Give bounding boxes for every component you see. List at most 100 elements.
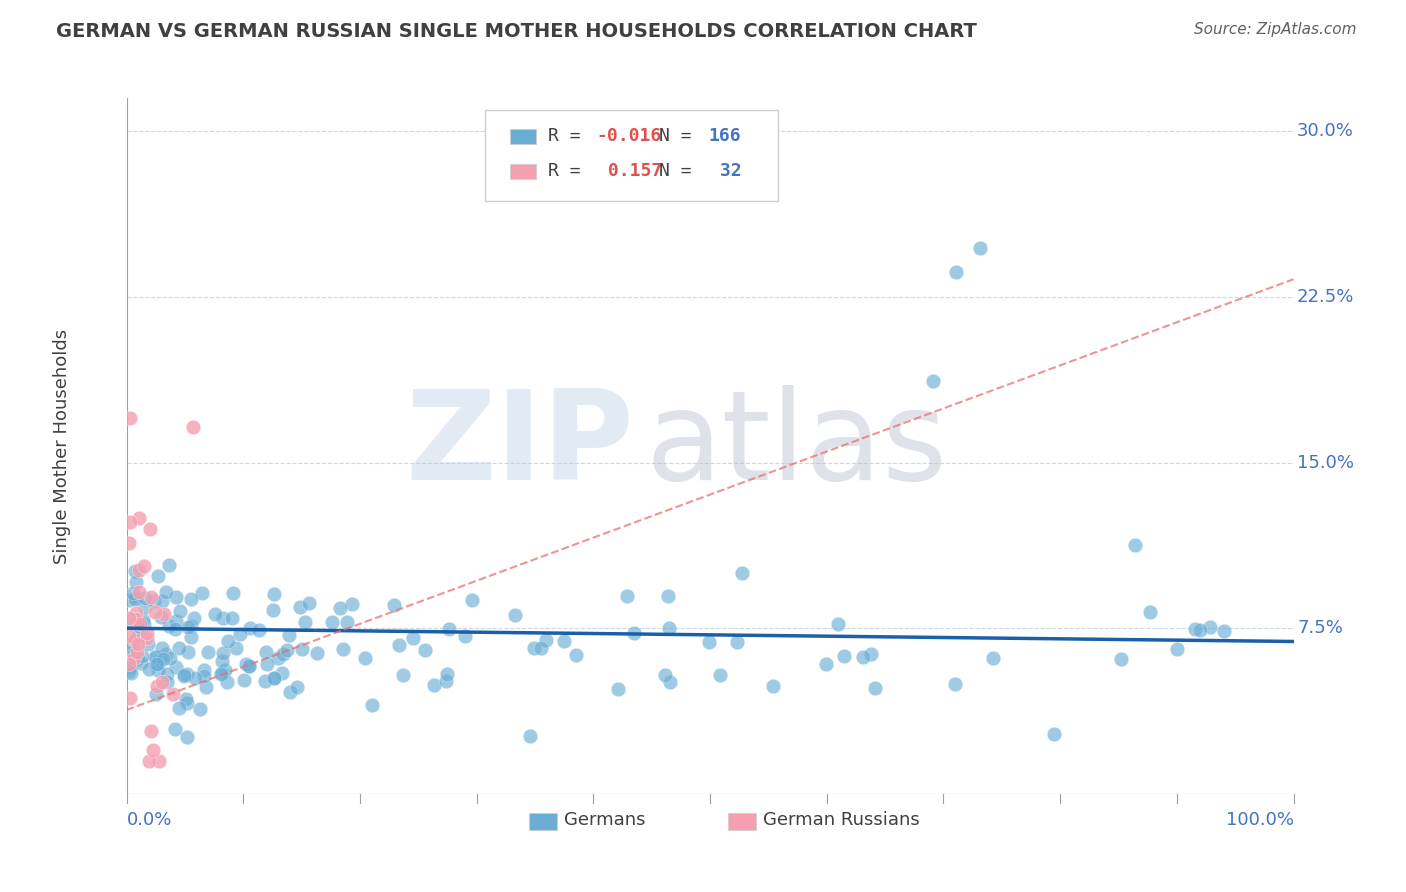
Point: [142, 593, 165, 607]
Point: [128, 563, 150, 577]
Point: [434, 673, 457, 688]
Point: [146, 680, 169, 694]
Point: [606, 682, 628, 697]
Point: [180, 618, 202, 632]
Point: [169, 605, 191, 619]
Point: [128, 510, 150, 524]
Point: [762, 680, 785, 694]
Point: [128, 617, 150, 632]
Point: [183, 419, 205, 434]
Point: [384, 598, 406, 612]
Point: [209, 667, 232, 681]
Point: [155, 585, 177, 599]
Point: [157, 558, 180, 572]
Point: [523, 641, 546, 656]
Point: [565, 648, 588, 663]
Point: [354, 651, 377, 665]
Text: N =: N =: [658, 128, 702, 145]
Point: [165, 660, 187, 674]
Point: [127, 652, 149, 666]
Point: [254, 645, 277, 659]
Point: [180, 592, 202, 607]
Point: [148, 653, 170, 667]
Point: [134, 558, 156, 573]
Point: [128, 584, 150, 599]
Point: [176, 667, 198, 681]
Point: [165, 590, 187, 604]
Text: 7.5%: 7.5%: [1296, 619, 1343, 637]
Point: [165, 723, 187, 737]
Point: [118, 536, 141, 550]
Point: [138, 522, 160, 536]
Point: [863, 681, 886, 696]
Point: [945, 264, 967, 278]
Point: [437, 622, 460, 636]
Point: [239, 620, 262, 634]
Point: [176, 730, 198, 744]
Point: [138, 754, 160, 768]
Point: [118, 593, 141, 607]
Point: [120, 666, 142, 681]
Point: [263, 587, 285, 601]
Text: 30.0%: 30.0%: [1296, 122, 1354, 140]
Point: [190, 586, 212, 600]
Point: [922, 374, 945, 388]
FancyBboxPatch shape: [510, 163, 536, 178]
FancyBboxPatch shape: [510, 128, 536, 144]
Point: [122, 650, 145, 665]
Point: [118, 646, 141, 660]
Point: [725, 634, 748, 648]
Point: [360, 698, 382, 713]
Point: [461, 592, 484, 607]
Point: [969, 241, 991, 255]
Text: atlas: atlas: [645, 385, 948, 507]
Point: [392, 668, 415, 682]
Point: [534, 633, 557, 648]
Text: Source: ZipAtlas.com: Source: ZipAtlas.com: [1194, 22, 1357, 37]
Point: [221, 611, 243, 625]
Point: [156, 675, 179, 690]
Point: [415, 643, 437, 657]
Point: [1123, 538, 1146, 552]
Text: N =: N =: [658, 162, 702, 180]
Point: [124, 606, 146, 620]
Point: [827, 616, 849, 631]
Point: [134, 591, 156, 605]
Point: [276, 643, 298, 657]
FancyBboxPatch shape: [529, 814, 557, 830]
Point: [530, 640, 553, 655]
Point: [193, 664, 215, 678]
Point: [859, 647, 882, 661]
Point: [131, 648, 153, 663]
Point: [139, 724, 162, 739]
Point: [815, 657, 838, 672]
Point: [852, 650, 875, 665]
Point: [122, 647, 145, 661]
Point: [183, 611, 205, 625]
Point: [294, 615, 316, 630]
Point: [1139, 605, 1161, 619]
Text: R =: R =: [548, 162, 592, 180]
Point: [623, 625, 645, 640]
Point: [118, 515, 141, 529]
Point: [699, 635, 721, 649]
Point: [422, 678, 444, 692]
Point: [159, 650, 181, 665]
Point: [118, 657, 141, 671]
Point: [321, 615, 343, 629]
Point: [657, 589, 679, 603]
Point: [247, 623, 270, 637]
Text: 166: 166: [709, 128, 741, 145]
Point: [1212, 624, 1234, 639]
Point: [145, 687, 167, 701]
Point: [228, 627, 250, 641]
Point: [165, 614, 187, 628]
Point: [436, 667, 458, 681]
Point: [654, 668, 676, 682]
Point: [336, 615, 359, 629]
Point: [139, 590, 162, 604]
Point: [1109, 652, 1132, 666]
Point: [188, 702, 211, 716]
Point: [135, 631, 157, 645]
Point: [263, 671, 285, 685]
